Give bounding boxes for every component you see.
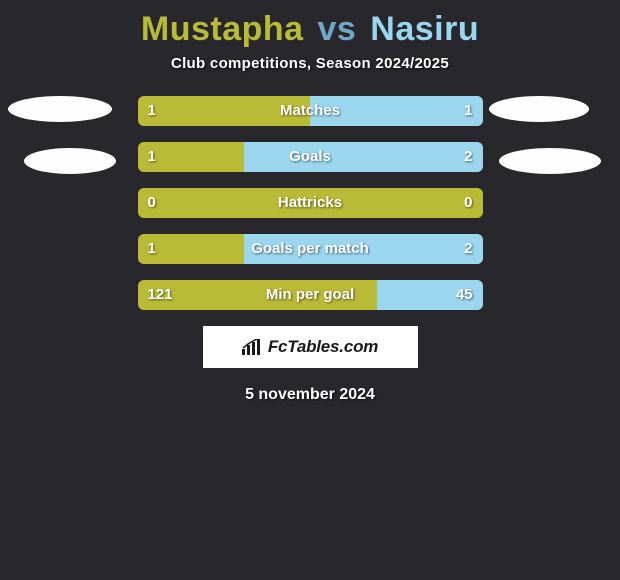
- decorative-oval: [8, 96, 112, 122]
- stat-value-right: 0: [464, 188, 472, 218]
- stat-value-right: 45: [456, 280, 473, 310]
- stat-row: 1Goals2: [138, 142, 483, 172]
- player1-name: Mustapha: [141, 10, 304, 48]
- decorative-oval: [499, 148, 601, 174]
- vs-label: vs: [318, 10, 357, 48]
- chart-icon: [242, 339, 262, 355]
- stat-row: 1Matches1: [138, 96, 483, 126]
- stat-value-right: 2: [464, 234, 472, 264]
- brand-name: FcTables.com: [268, 337, 378, 357]
- stat-row: 0Hattricks0: [138, 188, 483, 218]
- brand-logo[interactable]: FcTables.com: [203, 326, 418, 368]
- stat-label: Hattricks: [138, 188, 483, 218]
- stat-row: 121Min per goal45: [138, 280, 483, 310]
- stat-value-right: 2: [464, 142, 472, 172]
- stat-row: 1Goals per match2: [138, 234, 483, 264]
- stat-label: Min per goal: [138, 280, 483, 310]
- comparison-area: 1Matches11Goals20Hattricks01Goals per ma…: [0, 96, 620, 310]
- stat-label: Goals: [138, 142, 483, 172]
- stat-label: Matches: [138, 96, 483, 126]
- snapshot-date: 5 november 2024: [0, 386, 620, 404]
- comparison-title: Mustapha vs Nasiru: [0, 0, 620, 55]
- stat-value-right: 1: [464, 96, 472, 126]
- comparison-subtitle: Club competitions, Season 2024/2025: [0, 55, 620, 72]
- stat-label: Goals per match: [138, 234, 483, 264]
- player2-name: Nasiru: [370, 10, 479, 48]
- decorative-oval: [24, 148, 116, 174]
- decorative-oval: [489, 96, 589, 122]
